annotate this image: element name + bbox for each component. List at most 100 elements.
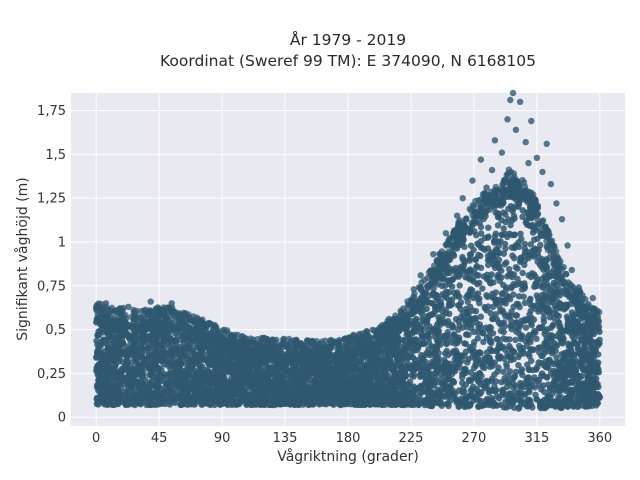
data-point	[399, 336, 407, 344]
data-point	[494, 336, 501, 343]
data-point	[435, 366, 443, 373]
data-point	[428, 343, 436, 350]
data-point	[382, 360, 389, 368]
data-point	[528, 322, 535, 329]
data-point	[526, 388, 533, 396]
data-point	[373, 400, 380, 407]
data-point	[464, 309, 471, 316]
data-point	[510, 303, 517, 310]
data-point	[490, 402, 497, 409]
data-point	[361, 400, 368, 407]
data-point	[114, 382, 121, 390]
data-point	[542, 275, 549, 282]
data-point	[517, 346, 524, 353]
data-point	[484, 271, 491, 278]
data-point	[426, 323, 433, 330]
data-point	[446, 310, 453, 317]
data-point	[553, 311, 561, 319]
data-point	[355, 391, 362, 398]
data-point	[533, 292, 540, 299]
data-point	[105, 332, 112, 339]
data-point	[368, 396, 375, 403]
data-point	[467, 369, 475, 376]
data-point	[561, 355, 568, 363]
data-point	[596, 393, 603, 401]
data-point	[565, 343, 573, 350]
data-point	[462, 340, 469, 348]
data-point	[141, 359, 148, 366]
data-point	[399, 366, 406, 374]
data-point	[312, 364, 319, 372]
data-point	[223, 355, 230, 362]
data-point	[251, 378, 258, 385]
data-point	[435, 355, 442, 362]
data-point	[360, 392, 367, 399]
data-point	[491, 371, 498, 378]
data-point	[482, 385, 489, 392]
data-point	[468, 391, 476, 398]
data-point	[569, 362, 577, 369]
data-point	[477, 349, 484, 357]
data-point	[519, 213, 526, 220]
data-point	[122, 352, 130, 359]
data-point	[442, 288, 450, 295]
data-point	[389, 350, 396, 357]
data-point	[561, 304, 568, 311]
data-point	[476, 321, 483, 328]
data-point	[532, 329, 539, 336]
data-point	[476, 299, 483, 307]
data-point	[500, 225, 507, 232]
data-point	[377, 382, 385, 389]
data-point	[517, 230, 524, 237]
data-point	[500, 250, 508, 257]
data-point	[128, 384, 135, 391]
data-point	[307, 370, 314, 377]
data-point	[511, 255, 518, 262]
data-point	[494, 222, 502, 229]
data-point	[442, 332, 449, 340]
data-point	[446, 297, 453, 304]
data-point	[514, 275, 521, 283]
data-point	[476, 279, 483, 286]
data-point	[196, 354, 203, 361]
data-point	[473, 262, 481, 270]
data-point	[351, 372, 358, 380]
data-point	[529, 302, 537, 309]
data-points	[93, 89, 603, 412]
data-point	[446, 383, 453, 391]
data-point	[578, 363, 585, 370]
data-point	[444, 400, 451, 407]
data-point	[453, 350, 461, 357]
data-point	[230, 400, 237, 407]
data-point	[494, 273, 501, 281]
data-point	[580, 344, 588, 351]
data-point	[515, 362, 522, 369]
data-point	[427, 352, 434, 359]
data-point	[519, 269, 526, 277]
data-point	[463, 324, 471, 331]
data-point	[541, 388, 548, 396]
data-point	[570, 335, 577, 343]
data-point	[487, 363, 494, 370]
data-point	[498, 231, 505, 238]
data-point	[245, 397, 253, 404]
data-point	[495, 238, 502, 245]
data-point	[474, 373, 481, 380]
data-point	[515, 353, 522, 361]
data-point	[375, 375, 382, 382]
data-point	[535, 246, 542, 253]
data-point	[557, 393, 565, 401]
data-point	[510, 212, 518, 220]
data-point	[467, 286, 474, 293]
data-point	[537, 324, 544, 331]
data-point	[285, 380, 292, 388]
data-point	[521, 280, 528, 287]
data-point	[491, 264, 499, 272]
data-point	[466, 377, 473, 384]
data-point	[441, 360, 449, 367]
data-point	[507, 345, 514, 352]
data-point	[585, 356, 592, 363]
data-point	[477, 313, 485, 320]
data-point	[522, 324, 530, 331]
